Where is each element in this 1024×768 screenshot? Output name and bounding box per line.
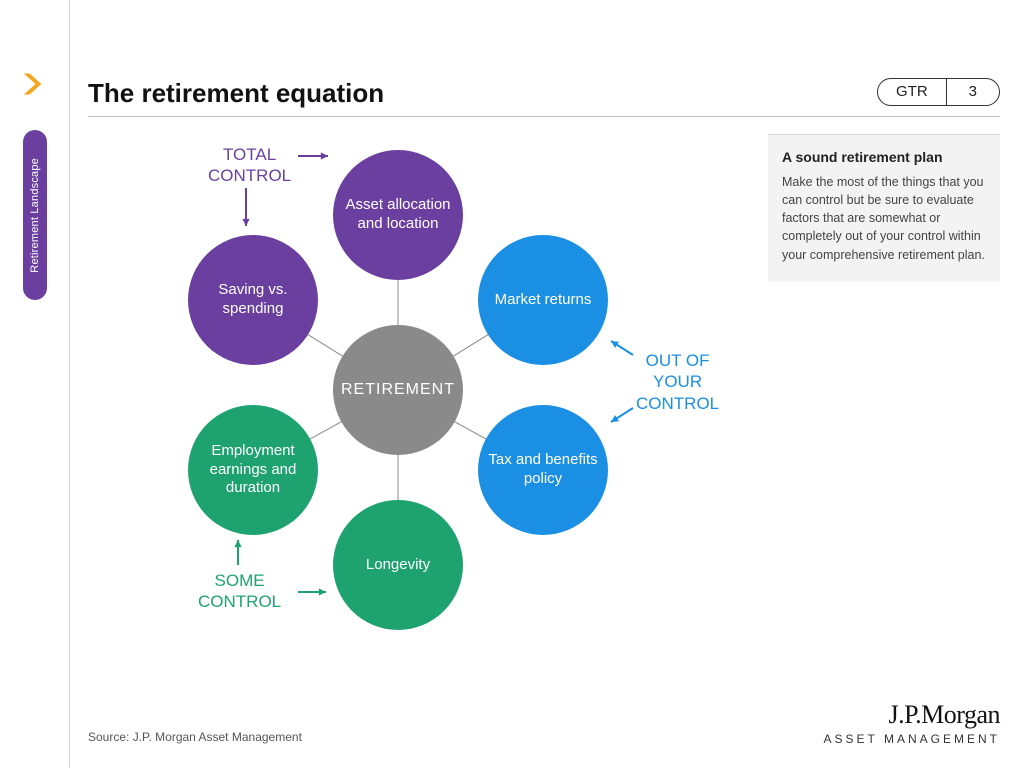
arrow-total-right <box>290 148 336 164</box>
node-center: RETIREMENT <box>333 325 463 455</box>
brand-main: J.P.Morgan <box>824 700 1000 730</box>
node-label: Employment earnings and duration <box>196 442 310 498</box>
retirement-diagram: Asset allocation and location Saving vs. … <box>88 130 768 680</box>
brand-block: J.P.Morgan ASSET MANAGEMENT <box>824 700 1000 746</box>
page-badge: GTR 3 <box>877 78 1000 106</box>
node-label: Tax and benefits policy <box>486 451 600 489</box>
node-center-label: RETIREMENT <box>341 380 455 400</box>
node-tax-policy: Tax and benefits policy <box>478 405 608 535</box>
node-label: Longevity <box>366 556 430 575</box>
node-label: Asset allocation and location <box>341 196 455 234</box>
callout-body: Make the most of the things that you can… <box>782 173 986 264</box>
section-tab-label: Retirement Landscape <box>29 158 41 273</box>
node-label: Market returns <box>495 291 592 310</box>
title-divider <box>88 116 1000 117</box>
node-market-returns: Market returns <box>478 235 608 365</box>
chevron-icon <box>18 70 46 98</box>
page-title: The retirement equation <box>88 78 384 109</box>
callout-box: A sound retirement plan Make the most of… <box>768 134 1000 282</box>
node-saving-spending: Saving vs. spending <box>188 235 318 365</box>
arrow-some-right <box>290 584 334 600</box>
left-rail: Retirement Landscape <box>0 0 70 768</box>
node-employment: Employment earnings and duration <box>188 405 318 535</box>
arrow-out-upper <box>603 333 641 363</box>
source-text: Source: J.P. Morgan Asset Management <box>88 730 302 744</box>
arrow-some-up <box>230 532 246 573</box>
node-longevity: Longevity <box>333 500 463 630</box>
arrow-out-lower <box>603 400 641 430</box>
section-tab-retirement-landscape[interactable]: Retirement Landscape <box>23 130 47 300</box>
callout-title: A sound retirement plan <box>782 149 986 165</box>
node-label: Saving vs. spending <box>196 281 310 319</box>
annotation-out-of-control: OUT OFYOURCONTROL <box>636 350 719 414</box>
annotation-some-control: SOMECONTROL <box>198 570 281 613</box>
badge-label: GTR <box>878 79 947 105</box>
arrow-total-down <box>238 180 254 234</box>
badge-number: 3 <box>947 79 999 105</box>
brand-sub: ASSET MANAGEMENT <box>824 732 1000 746</box>
node-asset-allocation: Asset allocation and location <box>333 150 463 280</box>
